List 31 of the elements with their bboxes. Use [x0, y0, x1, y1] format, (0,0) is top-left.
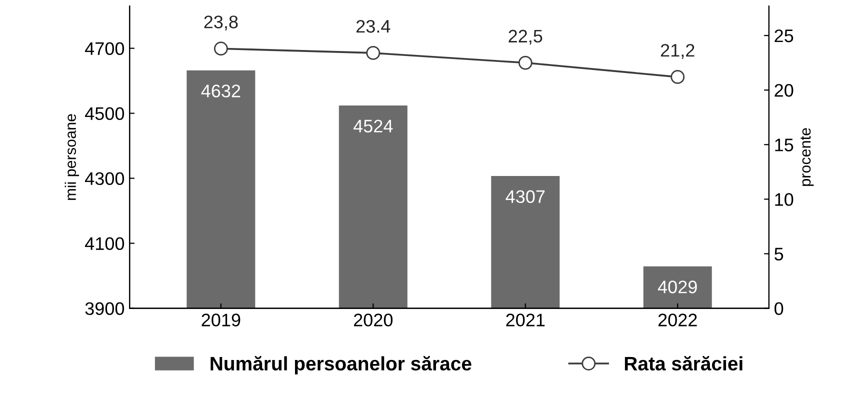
legend-label: Numărul persoanelor sărace: [210, 356, 472, 374]
y2-tick-label: 5: [774, 248, 784, 260]
x-tick-label: 2019: [202, 314, 240, 326]
data-label: 22,5: [508, 30, 542, 45]
y2-tick-label: 15: [775, 138, 794, 152]
y-tick-label: 4700: [84, 42, 124, 56]
y2-tick-label: 20: [774, 84, 794, 97]
y-tick-label: 3900: [85, 302, 124, 316]
data-label: 4307: [506, 190, 545, 204]
x-tick-label: 2022: [658, 314, 697, 326]
y-axis-title: mii persoane: [64, 114, 80, 200]
y2-tick-label: 25: [774, 29, 794, 42]
point: [214, 42, 228, 56]
point: [670, 70, 685, 84]
y-tick-label: 4300: [84, 172, 124, 186]
data-label: 4524: [354, 120, 393, 132]
y2-axis-title: procente: [800, 128, 814, 186]
y2-tick-label: 10: [775, 193, 794, 206]
data-label: 23,8: [204, 16, 238, 30]
legend-label: Rata sărăciei: [624, 356, 742, 371]
data-label: 4632: [201, 84, 240, 98]
point: [366, 46, 380, 60]
x-tick-label: 2021: [506, 314, 545, 326]
data-label: 23.4: [356, 20, 390, 33]
y-tick-label: 4100: [84, 237, 124, 250]
data-label: 4029: [658, 280, 697, 294]
x-tick-label: 2020: [354, 314, 393, 326]
point: [518, 56, 532, 70]
y-tick-label: 4500: [84, 107, 124, 120]
data-label: 21,2: [660, 44, 694, 59]
y2-tick-label: 0: [774, 302, 784, 316]
